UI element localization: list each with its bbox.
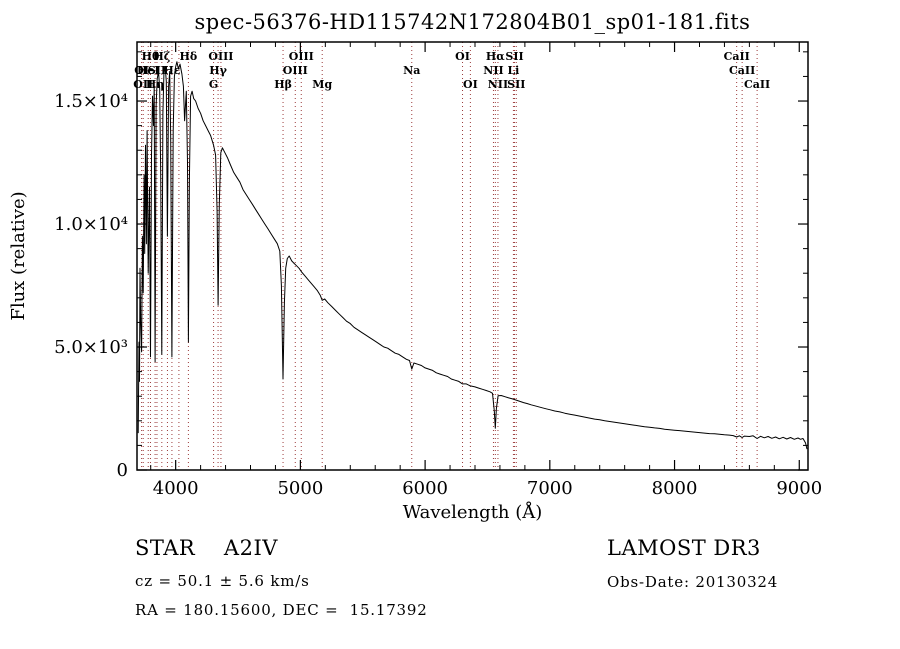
cz-velocity-text: cz = 50.1 ± 5.6 km/s [135,572,310,590]
x-tick-label: 9000 [776,478,822,499]
page-title: spec-56376-HD115742N172804B01_sp01-181.f… [194,10,751,34]
y-axis-title: Flux (relative) [8,191,29,320]
spectral-line-label: OI [463,78,478,91]
x-axis-title: Wavelength (Å) [403,501,543,523]
spectral-line-label: NII [483,64,503,77]
spectral-line-label: Na [403,64,420,77]
plot-frame [136,41,809,471]
x-tick-label: 4000 [153,478,199,499]
spectral-line-label: OIII [208,50,233,63]
spectral-line-label: Hδ [180,50,198,63]
spectral-line-label: CaII [729,64,755,77]
spectral-line-label: Hα [486,50,505,63]
spectral-line-label: Mg [312,78,332,91]
spectral-line-label: G [209,78,218,91]
spectral-line-label: Hβ [274,78,292,91]
spectral-line-label: Hη [146,78,164,91]
spectral-line-label: HeI [137,64,160,77]
y-tick-label: 5.0×10³ [54,337,128,358]
spectral-line-label: Hθ [142,50,160,63]
spectral-line-label: Hε [163,64,180,77]
spectral-line-label: OIII [289,50,314,63]
obs-date-text: Obs-Date: 20130324 [607,573,779,591]
survey-release-text: LAMOST DR3 [607,536,761,560]
spectral-line-label: Li [507,64,519,77]
x-tick-label: 6000 [402,478,448,499]
spectral-line-label: OI [455,50,470,63]
x-tick-label: 8000 [652,478,698,499]
spectral-line-label: CaII [744,78,770,91]
y-tick-label: 1.0×10⁴ [54,214,128,235]
object-class-text: STAR A2IV [135,536,278,560]
x-tick-label: 7000 [527,478,573,499]
spectral-line-label: Hζ [153,50,170,63]
spectral-line-label: NII [488,78,508,91]
spectral-line-label: OII [133,78,153,91]
spectrum-trace [137,61,808,450]
y-tick-label: 1.5×10⁴ [54,91,128,112]
x-tick-label: 5000 [277,478,323,499]
ra-dec-text: RA = 180.15600, DEC = 15.17392 [135,601,428,619]
y-tick-label: 0 [117,460,128,481]
spectral-line-label: OIII [283,64,308,77]
spectral-line-label: SII [505,50,523,63]
spectral-line-label: CaII [724,50,750,63]
spectral-line-label: SII [507,78,525,91]
spectral-line-label: Hγ [209,64,227,77]
spectral-line-label: OI [134,64,149,77]
spectrum-chart: OIOIIHeIHθHηSIIHζHεHδGHγOIIIHβOIIIOIIIMg… [8,41,822,523]
spectral-line-label: SII [148,64,166,77]
